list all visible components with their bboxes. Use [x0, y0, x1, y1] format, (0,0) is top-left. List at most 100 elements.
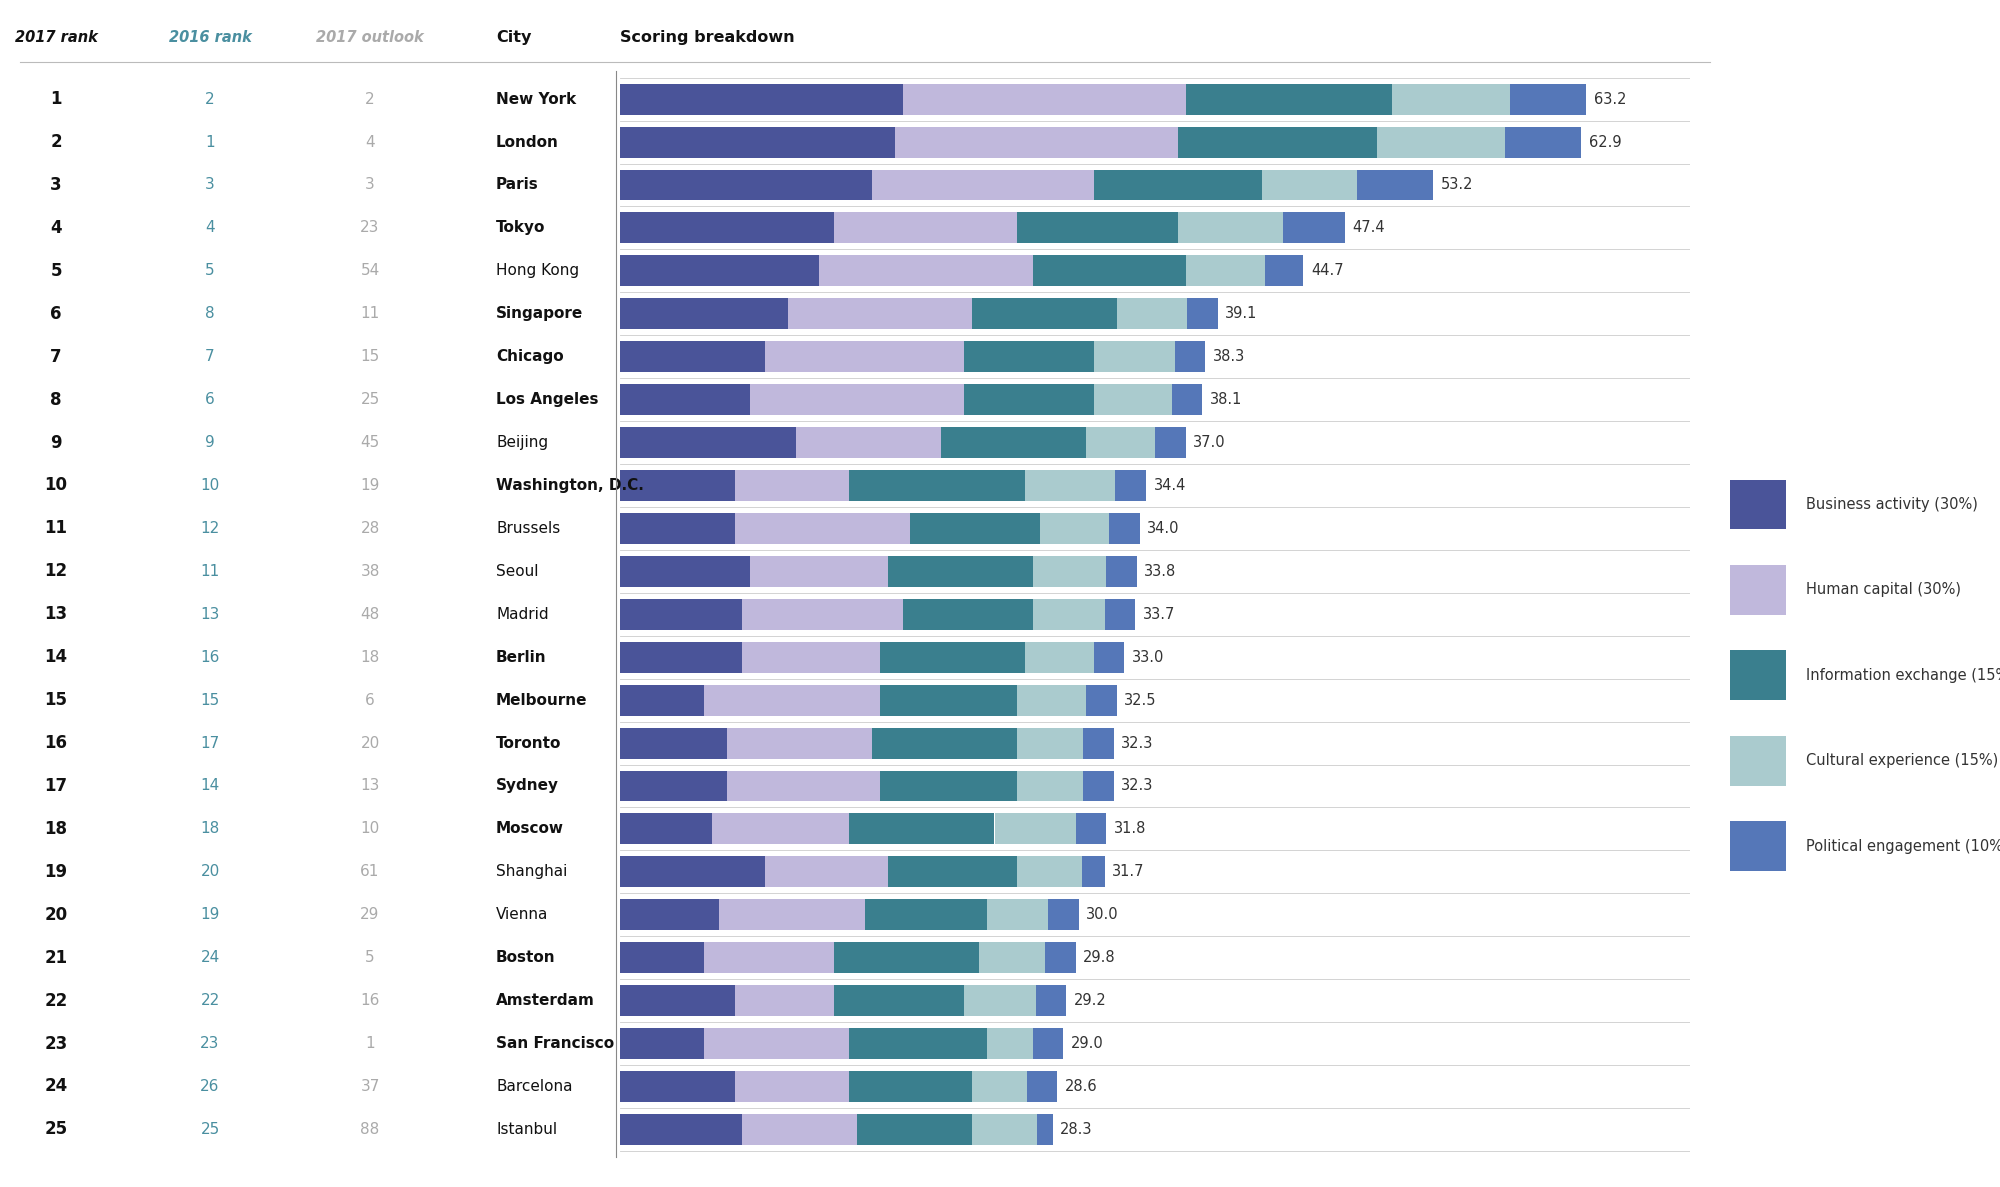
Bar: [850, 1071, 972, 1102]
Bar: [1026, 470, 1116, 501]
Bar: [902, 598, 1032, 630]
Bar: [1266, 255, 1304, 286]
Bar: [1036, 985, 1066, 1016]
Text: 3: 3: [50, 176, 62, 193]
Text: 23: 23: [200, 1036, 220, 1050]
Bar: [1032, 1028, 1064, 1059]
Text: 1: 1: [50, 90, 62, 108]
Text: 25: 25: [200, 1122, 220, 1137]
Text: 25: 25: [44, 1121, 68, 1138]
Text: 37.0: 37.0: [1194, 436, 1226, 450]
Bar: [620, 341, 766, 373]
Bar: [1086, 427, 1156, 458]
Bar: [1086, 685, 1116, 716]
Text: 6: 6: [366, 693, 374, 707]
Text: Seoul: Seoul: [496, 564, 538, 579]
Bar: [1044, 942, 1076, 973]
Bar: [1106, 556, 1136, 586]
Bar: [1026, 1071, 1058, 1102]
Text: 15: 15: [200, 693, 220, 707]
Text: 2016 rank: 2016 rank: [168, 30, 252, 45]
Text: 44.7: 44.7: [1310, 264, 1344, 278]
Bar: [766, 341, 964, 373]
Text: 2017 outlook: 2017 outlook: [316, 30, 424, 45]
Text: Tokyo: Tokyo: [496, 221, 546, 235]
Text: 6: 6: [206, 392, 214, 407]
Text: 30.0: 30.0: [1086, 907, 1118, 922]
Text: 11: 11: [200, 564, 220, 579]
Bar: [704, 1028, 850, 1059]
Bar: [1094, 170, 1262, 201]
Bar: [986, 900, 1048, 931]
Bar: [1018, 212, 1178, 243]
Text: 9: 9: [206, 436, 214, 450]
Text: Moscow: Moscow: [496, 821, 564, 837]
Text: Shanghai: Shanghai: [496, 864, 568, 880]
Text: 13: 13: [360, 779, 380, 793]
Text: Madrid: Madrid: [496, 607, 548, 622]
Text: 3: 3: [206, 178, 214, 192]
Bar: [734, 513, 910, 544]
Text: 32.3: 32.3: [1122, 779, 1154, 793]
Text: 31.8: 31.8: [1114, 821, 1146, 837]
Bar: [942, 427, 1086, 458]
Bar: [1026, 642, 1094, 673]
Bar: [750, 385, 964, 415]
Bar: [1048, 900, 1078, 931]
Text: New York: New York: [496, 91, 576, 107]
Text: 33.8: 33.8: [1144, 564, 1176, 579]
Bar: [850, 813, 994, 844]
Bar: [964, 341, 1094, 373]
Bar: [1076, 813, 1106, 844]
Bar: [1082, 856, 1104, 888]
Bar: [896, 127, 1178, 158]
Bar: [850, 1028, 986, 1059]
Text: 13: 13: [44, 605, 68, 623]
Text: 47.4: 47.4: [1352, 221, 1384, 235]
Text: 25: 25: [360, 392, 380, 407]
Bar: [712, 813, 850, 844]
Bar: [1178, 212, 1284, 243]
Bar: [864, 900, 986, 931]
Bar: [742, 642, 880, 673]
Text: Washington, D.C.: Washington, D.C.: [496, 478, 644, 493]
Text: 19: 19: [200, 907, 220, 922]
Bar: [1018, 728, 1084, 758]
Bar: [1174, 341, 1206, 373]
Text: 14: 14: [44, 648, 68, 666]
Text: Amsterdam: Amsterdam: [496, 994, 594, 1008]
Text: Sydney: Sydney: [496, 779, 560, 793]
Bar: [1186, 255, 1266, 286]
Bar: [872, 170, 1094, 201]
Text: Business activity (30%): Business activity (30%): [1806, 497, 1978, 512]
Bar: [1284, 212, 1344, 243]
Bar: [1018, 685, 1086, 716]
Text: Berlin: Berlin: [496, 649, 546, 665]
Bar: [766, 856, 888, 888]
Bar: [1356, 170, 1434, 201]
Bar: [720, 900, 864, 931]
Bar: [980, 942, 1044, 973]
Text: 5: 5: [206, 264, 214, 278]
Bar: [1032, 598, 1104, 630]
Bar: [856, 1113, 972, 1145]
Bar: [972, 1113, 1038, 1145]
Text: 33.7: 33.7: [1142, 607, 1176, 622]
Text: 45: 45: [360, 436, 380, 450]
Bar: [704, 942, 834, 973]
Text: 38.1: 38.1: [1210, 392, 1242, 407]
Text: 11: 11: [44, 520, 68, 538]
Text: 17: 17: [200, 736, 220, 750]
Text: 62.9: 62.9: [1590, 134, 1622, 150]
Bar: [972, 1071, 1026, 1102]
Bar: [888, 556, 1032, 586]
Bar: [1084, 770, 1114, 801]
Text: 54: 54: [360, 264, 380, 278]
Text: San Francisco: San Francisco: [496, 1036, 614, 1050]
Bar: [964, 385, 1094, 415]
Bar: [704, 685, 880, 716]
Bar: [620, 642, 742, 673]
Text: Scoring breakdown: Scoring breakdown: [620, 30, 794, 45]
Bar: [620, 598, 742, 630]
Bar: [620, 427, 796, 458]
